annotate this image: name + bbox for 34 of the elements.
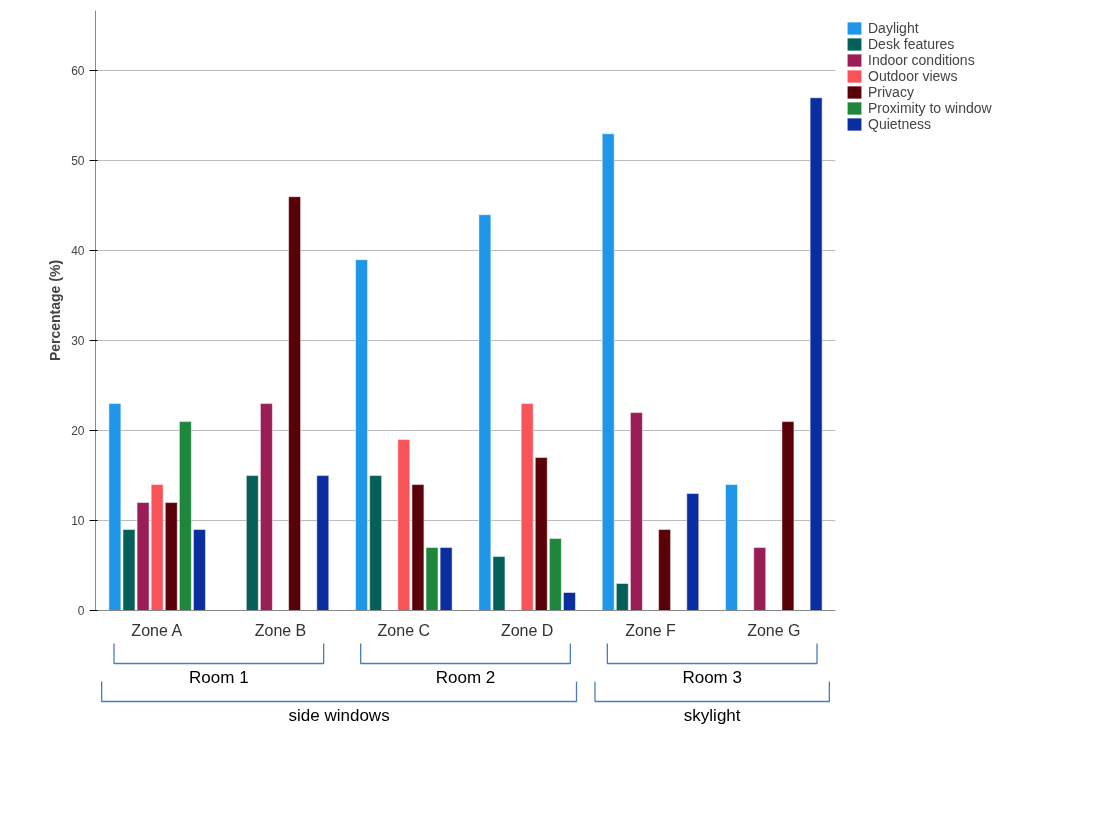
- y-tick-label: 10: [71, 514, 85, 529]
- legend-label: Proximity to window: [868, 100, 992, 116]
- bar: [809, 97, 823, 611]
- bar: [753, 547, 766, 611]
- bar: [781, 421, 795, 611]
- y-axis-title: Percentage (%): [47, 259, 64, 362]
- text: Room 3: [682, 667, 742, 687]
- text: skylight: [683, 705, 741, 725]
- bar: [686, 493, 700, 611]
- y-tick-label: 50: [71, 154, 85, 169]
- legend-label: Daylight: [868, 20, 919, 36]
- bar: [288, 196, 301, 611]
- x-tick-label: Zone D: [500, 621, 554, 639]
- legend-label: Outdoor views: [868, 68, 958, 84]
- y-tick-label: 60: [71, 64, 85, 79]
- text: side windows: [288, 705, 390, 725]
- bar: [316, 475, 330, 611]
- x-tick-label: Zone A: [131, 621, 183, 639]
- y-tick-label: 30: [71, 334, 85, 349]
- y-tick-label: 20: [71, 424, 85, 439]
- bar: [725, 484, 738, 611]
- x-tick-label: Zone B: [254, 621, 307, 639]
- x-tick-label: Zone G: [747, 621, 801, 639]
- x-tick-label: Zone C: [377, 621, 431, 639]
- legend-label: Indoor conditions: [868, 52, 975, 68]
- y-tick-label: 0: [77, 604, 85, 618]
- legend-label: Desk features: [868, 36, 955, 52]
- x-tick-label: Zone F: [625, 621, 677, 639]
- y-tick-label: 40: [71, 244, 85, 259]
- text: Room 2: [435, 667, 496, 687]
- legend-label: Quietness: [868, 116, 932, 132]
- bar: [658, 529, 671, 611]
- legend-label: Privacy: [868, 84, 914, 100]
- text: Room 1: [189, 667, 249, 687]
